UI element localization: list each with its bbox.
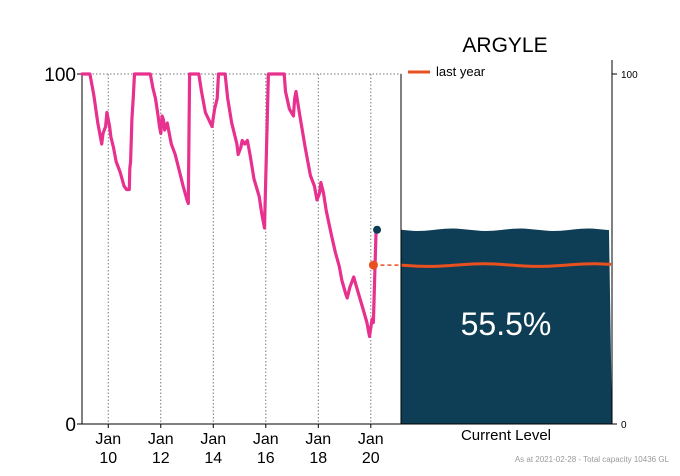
water-level-fill <box>401 228 612 424</box>
x-tick-month-label: Jan <box>148 431 174 448</box>
last-year-point <box>368 260 378 270</box>
current-level-percent: 55.5% <box>461 306 552 342</box>
legend: last year <box>408 64 486 79</box>
x-tick-year-label: 10 <box>99 450 117 467</box>
footnote: As at 2021-02-28 - Total capacity 10436 … <box>515 455 670 464</box>
x-tick-month-label: Jan <box>358 431 384 448</box>
x-tick-year-label: 16 <box>257 450 275 467</box>
last-year-level-line <box>400 262 612 268</box>
x-tick-month-label: Jan <box>200 431 226 448</box>
current-level-label: Current Level <box>461 427 551 444</box>
x-tick-labels: Jan 10 Jan 12 Jan 14 Jan 16 Jan 18 Jan 20 <box>95 424 384 467</box>
axes: 100 0 100 0 <box>44 60 638 436</box>
gridlines <box>82 73 401 424</box>
x-tick-year-label: 12 <box>152 450 170 467</box>
current-level-panel: 55.5% Current Level <box>400 228 612 444</box>
x-tick-month-label: Jan <box>95 431 121 448</box>
x-tick-year-label: 18 <box>309 450 327 467</box>
series-layer <box>80 72 401 339</box>
current-level-point <box>373 225 382 234</box>
x-tick-month-label: Jan <box>305 431 331 448</box>
x-tick-year-label: 20 <box>362 450 380 467</box>
chart-title: ARGYLE <box>462 34 547 57</box>
y-tick-label-0-right: 0 <box>621 420 627 431</box>
x-tick-month-label: Jan <box>253 431 279 448</box>
y-tick-label-100-left: 100 <box>44 65 76 86</box>
y-tick-label-100-right: 100 <box>621 70 638 81</box>
storage-level-line <box>80 72 378 339</box>
legend-label-last-year: last year <box>436 64 486 79</box>
x-tick-year-label: 14 <box>204 450 222 467</box>
y-tick-label-0-left: 0 <box>65 415 76 436</box>
